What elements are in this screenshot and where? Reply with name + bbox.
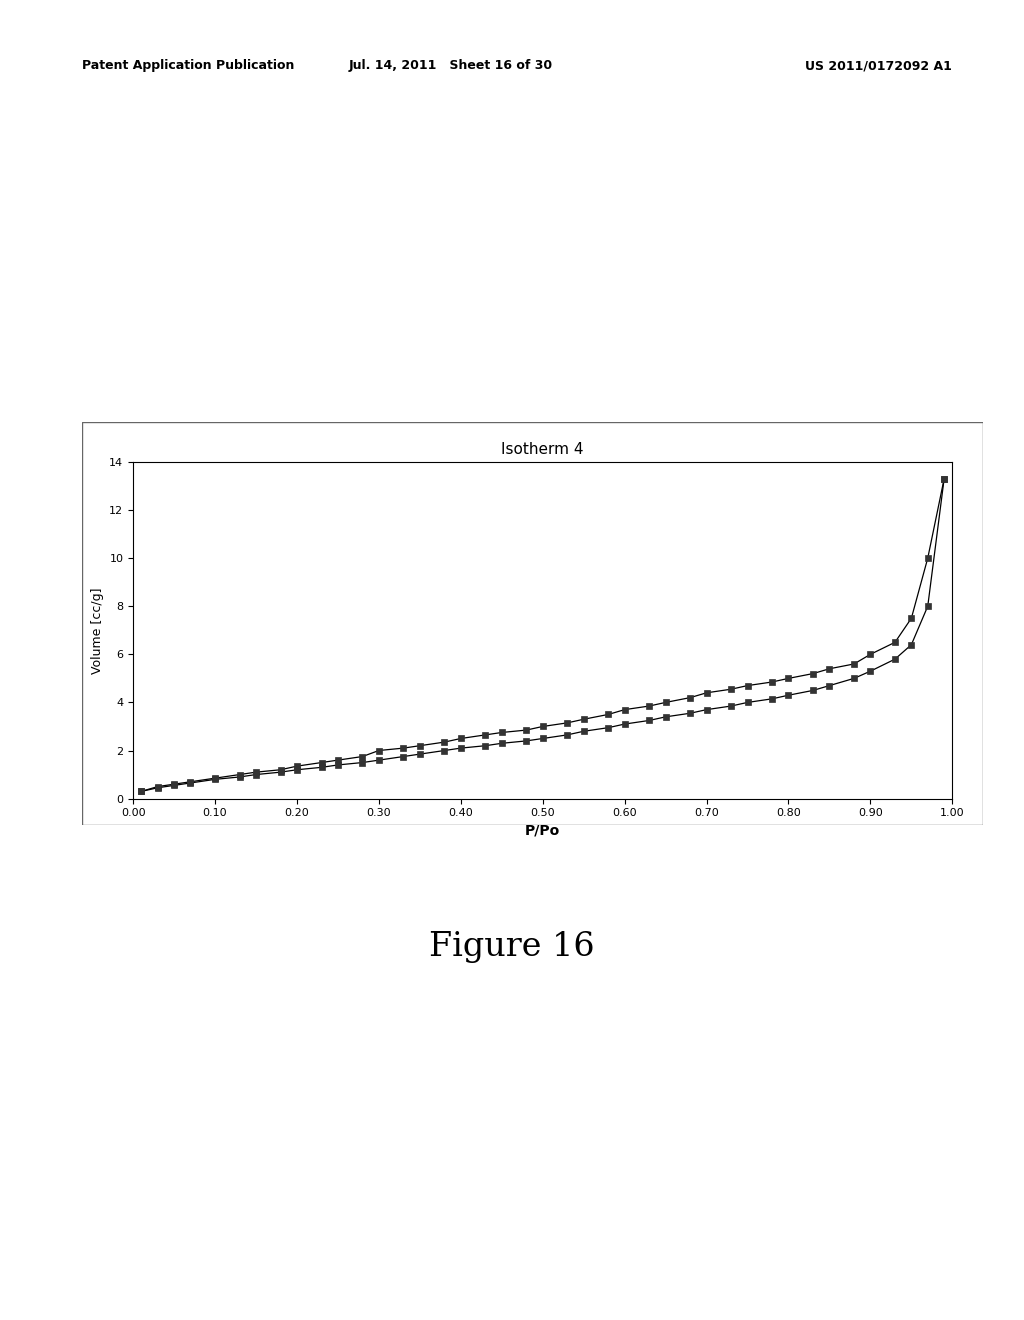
Text: Patent Application Publication: Patent Application Publication xyxy=(82,59,294,73)
Text: US 2011/0172092 A1: US 2011/0172092 A1 xyxy=(806,59,952,73)
Text: Figure 16: Figure 16 xyxy=(429,931,595,962)
Title: Isotherm 4: Isotherm 4 xyxy=(502,442,584,457)
X-axis label: P/Po: P/Po xyxy=(525,824,560,838)
Y-axis label: Volume [cc/g]: Volume [cc/g] xyxy=(91,587,103,673)
Text: Jul. 14, 2011   Sheet 16 of 30: Jul. 14, 2011 Sheet 16 of 30 xyxy=(348,59,553,73)
